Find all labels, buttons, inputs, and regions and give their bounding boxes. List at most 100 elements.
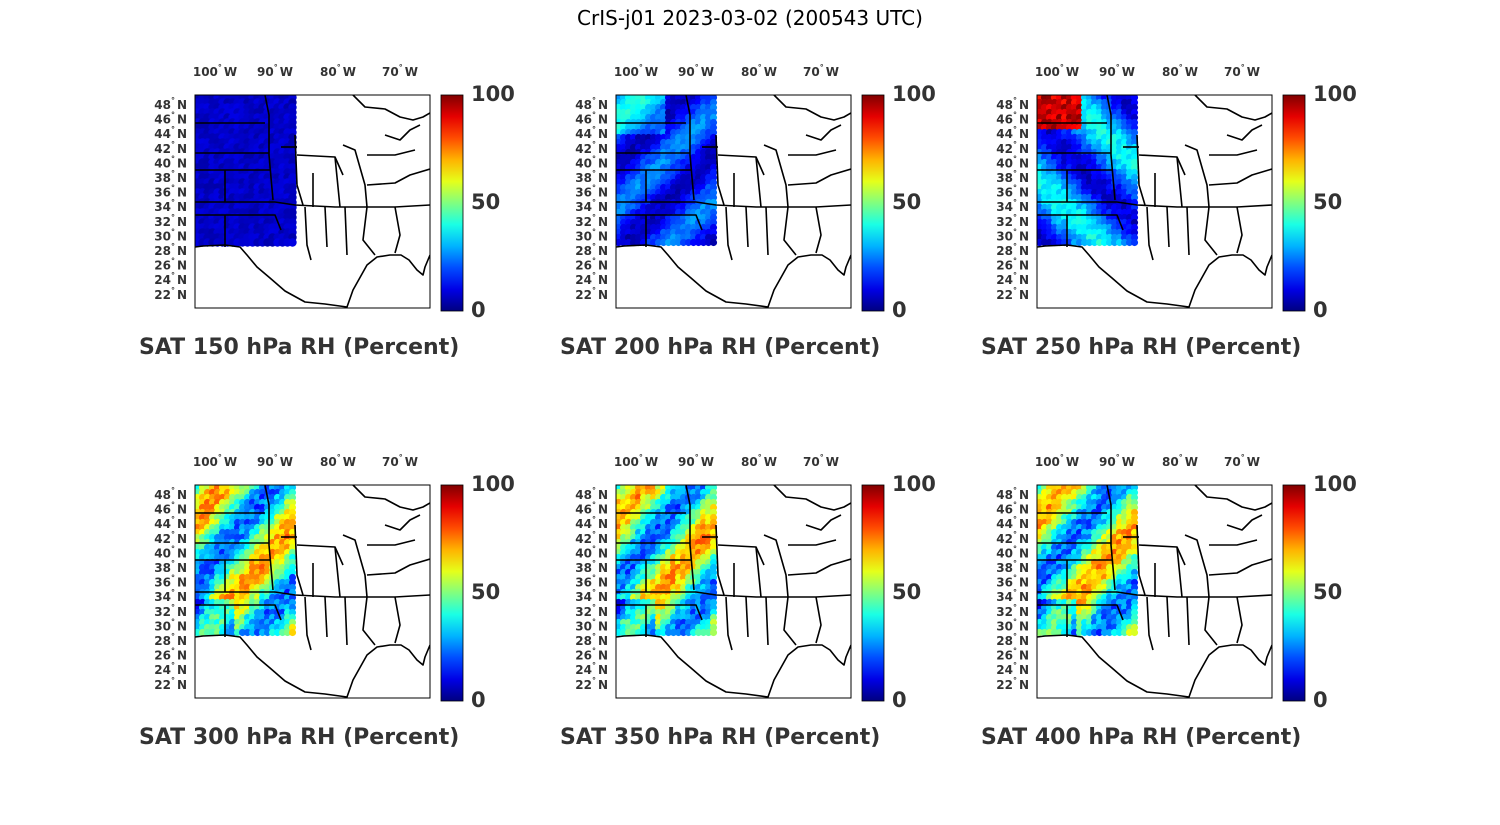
lat-tick-label: 24° N xyxy=(154,661,187,677)
rh-point xyxy=(659,493,668,502)
rh-point xyxy=(1075,533,1084,542)
rh-point xyxy=(694,143,703,152)
rh-point xyxy=(1115,578,1124,587)
rh-point xyxy=(1045,608,1054,617)
lat-tick-label: 40° N xyxy=(996,544,1029,560)
rh-point xyxy=(1075,193,1084,202)
rh-point xyxy=(1120,108,1129,117)
lat-tick-label: 24° N xyxy=(575,661,608,677)
rh-point xyxy=(1085,193,1094,202)
rh-point xyxy=(639,523,648,532)
rh-point xyxy=(634,113,643,122)
rh-point xyxy=(709,108,718,117)
rh-point xyxy=(1085,593,1094,602)
rh-point xyxy=(654,203,663,212)
rh-point xyxy=(619,128,628,137)
rh-point xyxy=(1075,528,1084,537)
rh-point xyxy=(1075,128,1084,137)
rh-point xyxy=(1065,543,1074,552)
rh-point xyxy=(1080,173,1089,182)
rh-point xyxy=(1060,543,1069,552)
rh-point xyxy=(674,203,683,212)
rh-point xyxy=(679,128,688,137)
rh-point xyxy=(1120,203,1129,212)
rh-point xyxy=(1125,103,1134,112)
rh-point xyxy=(1080,578,1089,587)
rh-point xyxy=(699,553,708,562)
rh-point xyxy=(674,188,683,197)
map-panel-300hpa: 100° W 90° W 80° W 70° W 48° N 46° N 44° N 42° N 40° N 38°… xyxy=(139,453,595,785)
rh-point xyxy=(1130,163,1139,172)
rh-point xyxy=(694,513,703,522)
rh-point xyxy=(684,623,693,632)
rh-point xyxy=(1095,533,1104,542)
rh-point xyxy=(1110,133,1119,142)
rh-point xyxy=(283,593,292,602)
rh-point xyxy=(669,113,678,122)
rh-point xyxy=(213,523,222,532)
rh-point xyxy=(223,523,232,532)
rh-point xyxy=(649,203,658,212)
rh-point xyxy=(669,153,678,162)
rh-point xyxy=(624,113,633,122)
rh-point xyxy=(1125,618,1134,627)
rh-point xyxy=(1110,123,1119,132)
rh-point xyxy=(704,548,713,557)
rh-point xyxy=(689,223,698,232)
colorbar-tick-label: 100 xyxy=(471,472,515,496)
rh-point xyxy=(699,228,708,237)
lat-tick-label: 40° N xyxy=(575,544,608,560)
rh-point xyxy=(694,518,703,527)
state-line xyxy=(685,485,695,591)
rh-point xyxy=(1115,543,1124,552)
state-line xyxy=(783,206,797,256)
rh-point xyxy=(1115,178,1124,187)
rh-point xyxy=(674,113,683,122)
rh-point xyxy=(624,228,633,237)
rh-point xyxy=(1130,108,1139,117)
rh-point xyxy=(1080,188,1089,197)
rh-point xyxy=(639,158,648,167)
rh-point xyxy=(629,628,638,637)
rh-point xyxy=(654,573,663,582)
state-line xyxy=(195,604,282,621)
lat-tick-label: 28° N xyxy=(996,632,1029,648)
rh-point xyxy=(208,498,217,507)
rh-point xyxy=(629,533,638,542)
rh-point xyxy=(619,488,628,497)
rh-point xyxy=(619,523,628,532)
rh-point xyxy=(1115,523,1124,532)
rh-point xyxy=(1065,98,1074,107)
rh-point xyxy=(669,158,678,167)
rh-point xyxy=(1115,98,1124,107)
rh-point xyxy=(278,593,287,602)
rh-point xyxy=(263,573,272,582)
lat-tick-label: 48° N xyxy=(996,96,1029,112)
rh-point xyxy=(669,103,678,112)
rh-point xyxy=(679,183,688,192)
rh-point xyxy=(1085,533,1094,542)
rh-point xyxy=(1080,573,1089,582)
rh-point xyxy=(659,113,668,122)
rh-point xyxy=(1080,238,1089,247)
rh-point xyxy=(273,533,282,542)
map-frame xyxy=(1036,94,1273,309)
rh-point xyxy=(233,548,242,557)
rh-point xyxy=(1070,548,1079,557)
rh-point xyxy=(288,493,297,502)
lat-tick-label: 26° N xyxy=(996,647,1029,663)
rh-point xyxy=(694,598,703,607)
rh-point xyxy=(669,568,678,577)
rh-point xyxy=(694,493,703,502)
rh-point xyxy=(1110,143,1119,152)
rh-point xyxy=(1120,218,1129,227)
rh-point xyxy=(634,513,643,522)
rh-point xyxy=(674,103,683,112)
rh-point xyxy=(704,158,713,167)
rh-point xyxy=(1085,203,1094,212)
rh-point xyxy=(634,493,643,502)
rh-point xyxy=(1130,548,1139,557)
rh-point xyxy=(198,513,207,522)
state-boundaries xyxy=(195,485,430,698)
rh-point xyxy=(1090,133,1099,142)
